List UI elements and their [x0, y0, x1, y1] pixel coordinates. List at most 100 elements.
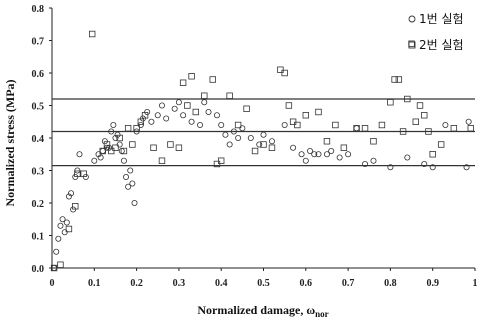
data-point-series-2 [353, 125, 360, 132]
legend-label-series-2: 2번 실험 [419, 38, 464, 52]
y-tick-label: 0.7 [32, 37, 45, 48]
data-point-series-2 [120, 147, 128, 155]
y-tick-label: 0.8 [32, 4, 45, 15]
data-point-series-2 [124, 125, 132, 132]
data-point-series-1 [163, 115, 170, 122]
data-point-series-1 [68, 190, 75, 197]
data-point-series-1 [290, 144, 297, 151]
data-point-series-1 [158, 102, 165, 109]
data-point-series-1 [323, 151, 330, 158]
data-point-series-2 [116, 134, 123, 142]
data-point-series-2 [243, 105, 250, 112]
data-point-series-1 [328, 147, 335, 154]
data-point-series-1 [281, 122, 288, 129]
data-point-series-1 [205, 109, 212, 116]
data-point-series-1 [65, 193, 72, 200]
data-point-series-1 [465, 118, 472, 125]
data-point-series-2 [234, 121, 242, 129]
data-point-series-1 [63, 219, 70, 226]
data-point-series-1 [171, 105, 178, 112]
data-point-series-1 [201, 99, 208, 106]
data-point-series-1 [61, 229, 68, 236]
data-point-series-1 [235, 134, 242, 141]
data-point-series-2 [141, 112, 149, 119]
data-point-series-1 [76, 151, 83, 158]
x-axis-title: Normalized damage, ωnor [197, 303, 328, 319]
data-point-series-1 [53, 248, 60, 255]
y-tick-label: 0.0 [32, 264, 45, 275]
data-point-series-1 [103, 144, 110, 151]
x-tick-label: 0.5 [257, 278, 270, 289]
data-point-series-1 [362, 160, 369, 167]
data-point-series-2 [437, 141, 445, 148]
data-point-series-2 [315, 108, 322, 116]
legend-label-series-1: 1번 실험 [419, 12, 464, 26]
data-point-series-1 [137, 122, 144, 129]
data-point-series-1 [302, 157, 309, 164]
data-point-series-2 [201, 92, 208, 99]
data-point-series-1 [268, 138, 275, 145]
data-point-series-2 [179, 79, 187, 86]
y-tick-label: 0.4 [32, 134, 45, 145]
data-point-series-1 [345, 151, 352, 158]
data-point-series-1 [97, 154, 104, 161]
data-point-series-1 [230, 128, 237, 135]
data-point-series-1 [95, 151, 102, 158]
data-point-series-1 [91, 157, 98, 164]
data-point-series-2 [395, 76, 403, 83]
data-points [50, 30, 474, 272]
data-point-series-2 [404, 95, 411, 103]
data-point-series-2 [285, 102, 293, 109]
data-point-series-1 [218, 122, 225, 129]
data-point-series-2 [370, 138, 377, 145]
x-tick-label: 1 [473, 278, 477, 289]
data-point-series-2 [137, 118, 145, 125]
data-point-series-1 [131, 199, 138, 206]
data-point-series-1 [57, 222, 64, 229]
data-point-series-2 [217, 157, 225, 164]
data-point-series-2 [421, 112, 428, 119]
data-point-series-2 [80, 170, 87, 177]
data-point-series-2 [467, 125, 474, 132]
data-point-series-1 [226, 141, 233, 148]
data-point-series-1 [421, 160, 428, 167]
y-axis-title: Normalized stress (MPa) [3, 79, 17, 206]
data-point-series-2 [387, 99, 394, 106]
data-point-series-2 [429, 151, 436, 158]
data-point-series-2 [103, 141, 111, 148]
data-point-series-2 [88, 30, 96, 38]
data-point-series-2 [277, 66, 284, 73]
data-point-series-2 [209, 76, 216, 83]
data-point-series-2 [226, 92, 233, 99]
data-point-series-1 [239, 125, 246, 132]
data-point-series-1 [82, 173, 89, 180]
data-point-series-1 [112, 134, 119, 141]
data-point-series-1 [387, 164, 394, 171]
data-point-series-2 [361, 125, 369, 132]
x-tick-label: 0.9 [426, 278, 439, 289]
y-tick-label: 0.1 [32, 232, 45, 243]
y-axis-ticks: 0.0 0.1 0.2 0.3 0.4 0.5 0.6 0.7 0.8 [32, 4, 52, 275]
data-point-series-2 [412, 118, 419, 125]
plot-frame [51, 8, 475, 269]
data-point-series-2 [450, 125, 458, 132]
data-point-series-2 [391, 76, 398, 83]
data-point-series-1 [123, 173, 130, 180]
data-point-series-2 [332, 121, 339, 129]
data-point-series-1 [148, 118, 155, 125]
data-point-series-1 [110, 122, 117, 129]
legend: 1번 실험 2번 실험 [408, 12, 464, 52]
data-point-series-1 [125, 183, 132, 190]
data-point-series-2 [213, 160, 221, 168]
data-point-series-2 [188, 73, 195, 80]
data-point-series-1 [114, 131, 121, 138]
data-point-series-2 [112, 144, 119, 151]
x-tick-label: 0.4 [215, 278, 228, 289]
data-point-series-1 [256, 141, 263, 148]
data-point-series-1 [101, 138, 108, 145]
data-point-series-1 [197, 122, 204, 129]
data-point-series-1 [116, 141, 123, 148]
x-tick-label: 0.6 [300, 278, 313, 289]
data-point-series-1 [180, 112, 187, 119]
data-point-series-2 [175, 144, 183, 151]
